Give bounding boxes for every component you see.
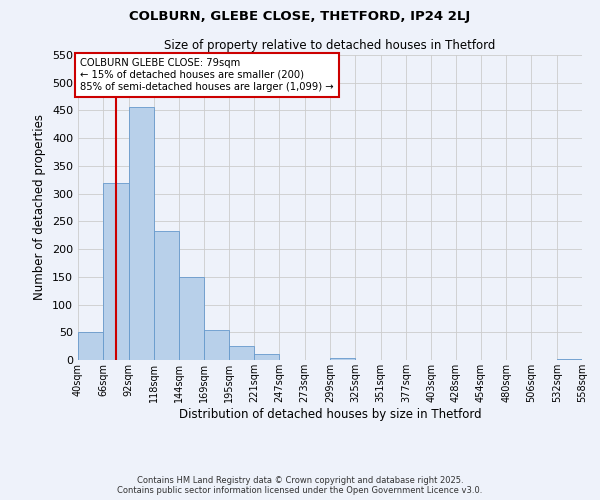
Bar [103,182,128,360]
Y-axis label: Number of detached properties: Number of detached properties [34,114,46,300]
Bar [154,232,179,360]
Bar [330,358,355,360]
Text: COLBURN, GLEBE CLOSE, THETFORD, IP24 2LJ: COLBURN, GLEBE CLOSE, THETFORD, IP24 2LJ [130,10,470,23]
Title: Size of property relative to detached houses in Thetford: Size of property relative to detached ho… [164,40,496,52]
Bar [78,332,103,360]
Bar [203,330,229,360]
Text: Contains HM Land Registry data © Crown copyright and database right 2025.
Contai: Contains HM Land Registry data © Crown c… [118,476,482,495]
Bar [179,277,203,360]
X-axis label: Distribution of detached houses by size in Thetford: Distribution of detached houses by size … [179,408,481,420]
Bar [128,106,154,360]
Text: COLBURN GLEBE CLOSE: 79sqm
← 15% of detached houses are smaller (200)
85% of sem: COLBURN GLEBE CLOSE: 79sqm ← 15% of deta… [80,58,334,92]
Bar [254,354,280,360]
Bar [557,359,582,360]
Bar [229,346,254,360]
